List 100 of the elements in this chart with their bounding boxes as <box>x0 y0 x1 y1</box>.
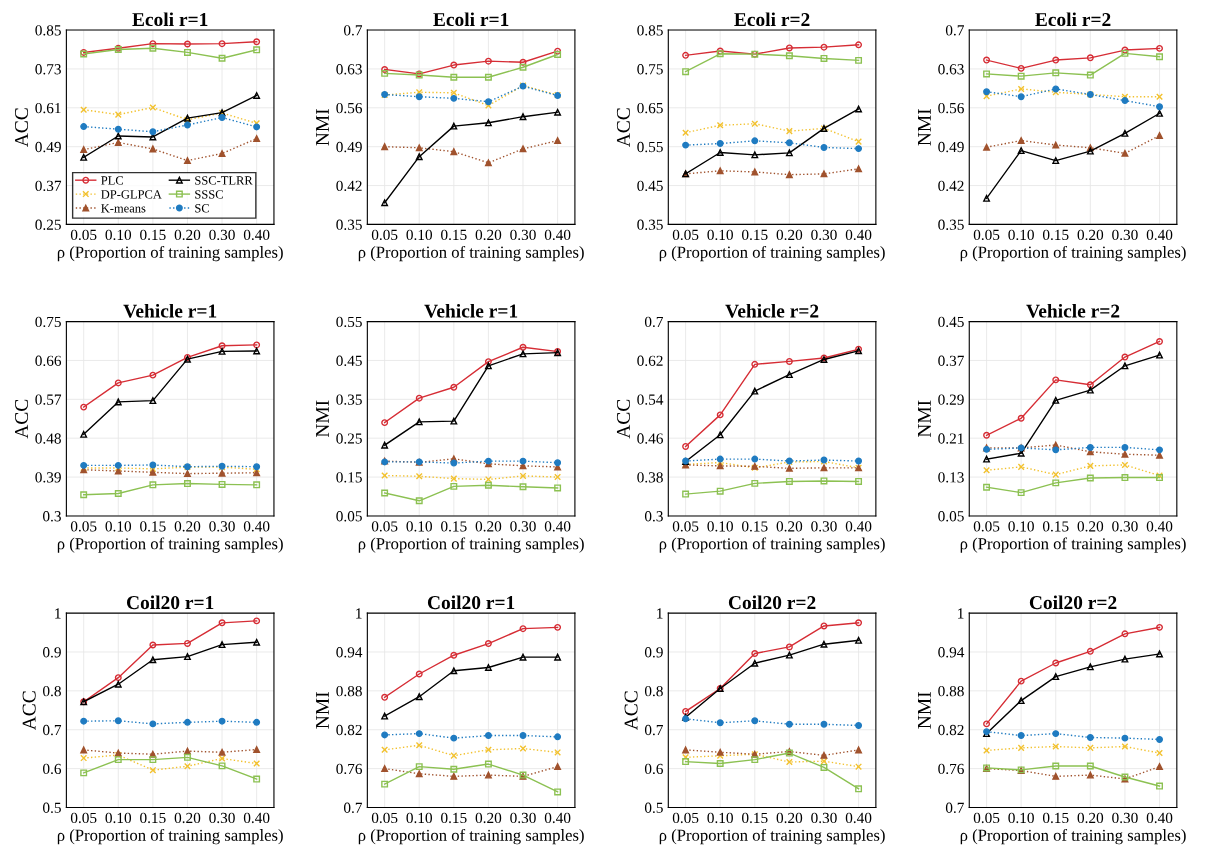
x-tick-label: 0.40 <box>1146 812 1173 824</box>
y-tick-label: 0.38 <box>637 472 663 483</box>
y-tick-label: 0.42 <box>938 180 964 192</box>
y-tick-label: 0.3 <box>43 511 61 522</box>
y-tick-label: 0.9 <box>43 647 61 658</box>
x-tick-label: 0.10 <box>406 521 433 532</box>
x-tick-label: 0.15 <box>742 812 768 824</box>
y-axis-title: NMI <box>316 109 329 146</box>
y-tick-label: 0.13 <box>938 472 964 483</box>
x-tick-label: 0.20 <box>475 812 502 824</box>
y-tick-label: 0.25 <box>35 219 61 230</box>
x-axis-title: ρ (Proportion of training samples) <box>960 828 1186 845</box>
chart-title: Ecoli r=1 <box>132 12 208 27</box>
x-tick-label: 0.05 <box>672 521 699 532</box>
y-tick-label: 0.45 <box>637 180 663 192</box>
y-axis-title: ACC <box>14 399 29 439</box>
x-tick-label: 0.40 <box>1146 521 1173 532</box>
x-tick-label: 0.05 <box>371 812 398 824</box>
y-axis-title: NMI <box>918 692 931 729</box>
chart-title: Ecoli r=2 <box>734 12 810 27</box>
x-axis-title: ρ (Proportion of training samples) <box>960 245 1186 262</box>
x-tick-label: 0.20 <box>174 812 201 824</box>
x-tick-label: 0.20 <box>776 812 803 824</box>
y-tick-label: 0.37 <box>35 180 62 192</box>
legend-label: SC <box>195 204 209 213</box>
x-axis-title: ρ (Proportion of training samples) <box>659 245 885 262</box>
y-tick-label: 0.7 <box>43 724 62 736</box>
x-tick-label: 0.15 <box>441 812 467 824</box>
x-tick-label: 0.05 <box>70 229 97 241</box>
y-tick-label: 0.39 <box>35 472 61 483</box>
x-tick-label: 0.30 <box>209 812 235 824</box>
legend-label: SSC-TLRR <box>195 176 253 185</box>
y-tick-label: 0.7 <box>343 25 363 36</box>
y-tick-label: 0.65 <box>637 102 663 114</box>
y-tick-label: 0.57 <box>35 394 62 405</box>
x-tick-label: 0.15 <box>1042 521 1069 532</box>
y-axis-title: ACC <box>624 691 638 731</box>
x-tick-label: 0.30 <box>811 229 837 241</box>
x-tick-label: 0.05 <box>70 812 97 824</box>
chart-title: Ecoli r=1 <box>433 12 509 27</box>
y-axis-title: NMI <box>316 400 329 438</box>
y-tick-label: 0.7 <box>644 316 664 328</box>
legend-label: PLC <box>101 176 123 185</box>
y-axis-title: ACC <box>22 691 36 731</box>
x-tick-label: 0.05 <box>70 521 97 532</box>
y-tick-label: 0.66 <box>35 355 62 366</box>
chart-title: Vehicle r=2 <box>1026 303 1120 318</box>
x-tick-label: 0.10 <box>1008 812 1034 824</box>
y-tick-label: 1 <box>657 608 663 619</box>
y-tick-label: 0.7 <box>644 724 664 736</box>
legend-label: SSSC <box>195 190 223 199</box>
x-tick-label: 0.15 <box>441 521 467 532</box>
y-axis-title: NMI <box>918 400 931 438</box>
x-tick-label: 0.40 <box>845 812 872 824</box>
chart-title: Ecoli r=2 <box>1035 12 1111 27</box>
x-tick-label: 0.10 <box>406 812 433 824</box>
y-tick-label: 0.9 <box>644 647 663 658</box>
x-tick-label: 0.05 <box>973 229 1000 241</box>
y-tick-label: 0.56 <box>336 102 363 114</box>
x-tick-label: 0.10 <box>1008 521 1034 532</box>
x-tick-label: 0.10 <box>406 229 433 241</box>
y-tick-label: 1 <box>356 608 362 619</box>
chart-title: Coil20 r=2 <box>1029 595 1117 610</box>
x-tick-label: 0.40 <box>845 521 872 532</box>
y-tick-label: 0.56 <box>938 102 964 114</box>
y-tick-label: 0.49 <box>35 141 61 153</box>
y-tick-label: 0.94 <box>336 647 363 658</box>
chart-title: Coil20 r=1 <box>427 595 515 610</box>
y-tick-label: 0.75 <box>35 316 61 328</box>
x-tick-label: 0.10 <box>105 812 132 824</box>
x-tick-label: 0.40 <box>544 521 571 532</box>
chart-title: Vehicle r=1 <box>424 303 518 318</box>
y-tick-label: 0.35 <box>336 219 362 230</box>
y-tick-label: 0.85 <box>637 25 663 36</box>
y-tick-label: 0.37 <box>938 355 964 366</box>
y-tick-label: 0.61 <box>35 102 61 114</box>
y-tick-label: 0.7 <box>945 802 964 813</box>
y-axis-title: ACC <box>14 108 29 148</box>
x-tick-label: 0.20 <box>475 521 502 532</box>
y-tick-label: 0.21 <box>938 433 964 444</box>
y-axis-title: ACC <box>616 108 630 148</box>
x-tick-label: 0.30 <box>209 521 235 532</box>
y-tick-label: 0.88 <box>938 685 964 697</box>
y-tick-label: 0.82 <box>336 724 362 736</box>
y-tick-label: 0.35 <box>938 219 964 230</box>
chart-title: Coil20 r=2 <box>728 595 816 610</box>
y-tick-label: 0.8 <box>644 685 663 697</box>
y-tick-label: 0.55 <box>336 316 362 328</box>
y-tick-label: 0.25 <box>336 433 362 444</box>
x-tick-label: 0.40 <box>1146 229 1173 241</box>
y-tick-label: 0.49 <box>336 141 362 153</box>
y-axis-title: ACC <box>616 399 630 439</box>
x-tick-label: 0.30 <box>510 812 536 824</box>
x-axis-title: ρ (Proportion of training samples) <box>358 537 584 553</box>
x-tick-label: 0.20 <box>174 521 201 532</box>
y-axis-title: NMI <box>918 109 931 146</box>
y-tick-label: 0.88 <box>336 685 362 697</box>
y-tick-label: 0.35 <box>637 219 663 230</box>
y-tick-label: 0.6 <box>644 763 663 775</box>
y-tick-label: 0.76 <box>336 763 363 775</box>
